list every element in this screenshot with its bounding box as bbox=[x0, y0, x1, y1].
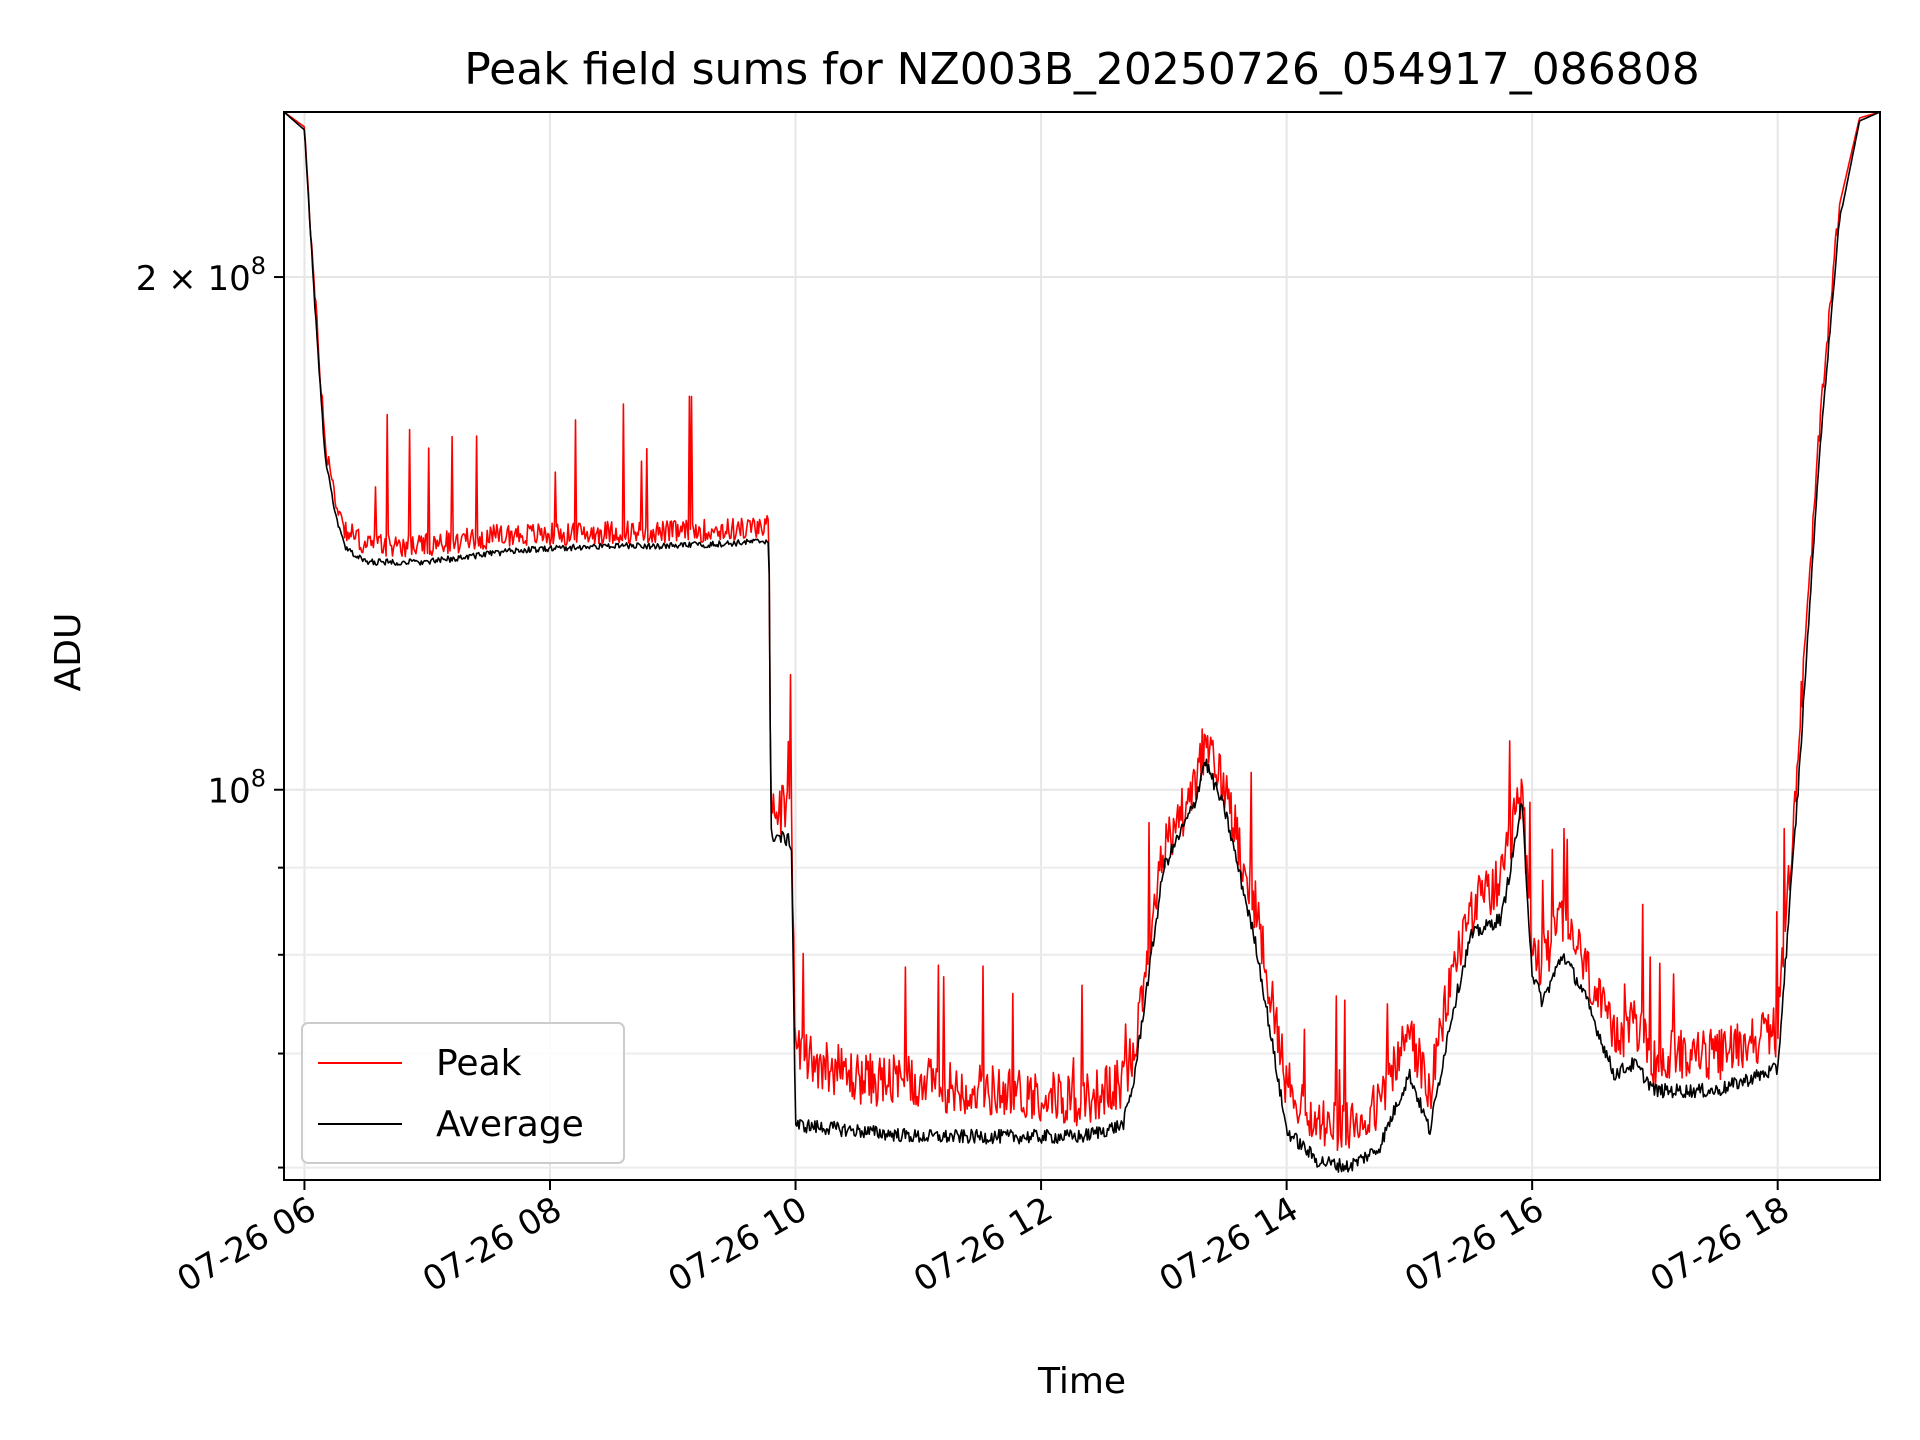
legend-label-peak: Peak bbox=[436, 1043, 522, 1084]
x-axis-label: Time bbox=[1037, 1361, 1126, 1402]
series-layer bbox=[284, 112, 1880, 1173]
plot-frame bbox=[283, 111, 1881, 1181]
legend-label-average: Average bbox=[436, 1104, 584, 1145]
chart-title: Peak field sums for NZ003B_20250726_0549… bbox=[464, 44, 1700, 95]
legend-box bbox=[301, 1022, 625, 1164]
y-tick-label: 108 bbox=[207, 765, 266, 812]
y-axis: 108 2 × 108 bbox=[136, 252, 284, 1169]
y-tick-label: 2 × 108 bbox=[136, 252, 266, 299]
legend: Peak Average bbox=[301, 1022, 625, 1164]
y-axis-label: ADU bbox=[48, 613, 89, 692]
series-line-average bbox=[284, 112, 1880, 1173]
series-line-peak bbox=[284, 112, 1880, 1152]
